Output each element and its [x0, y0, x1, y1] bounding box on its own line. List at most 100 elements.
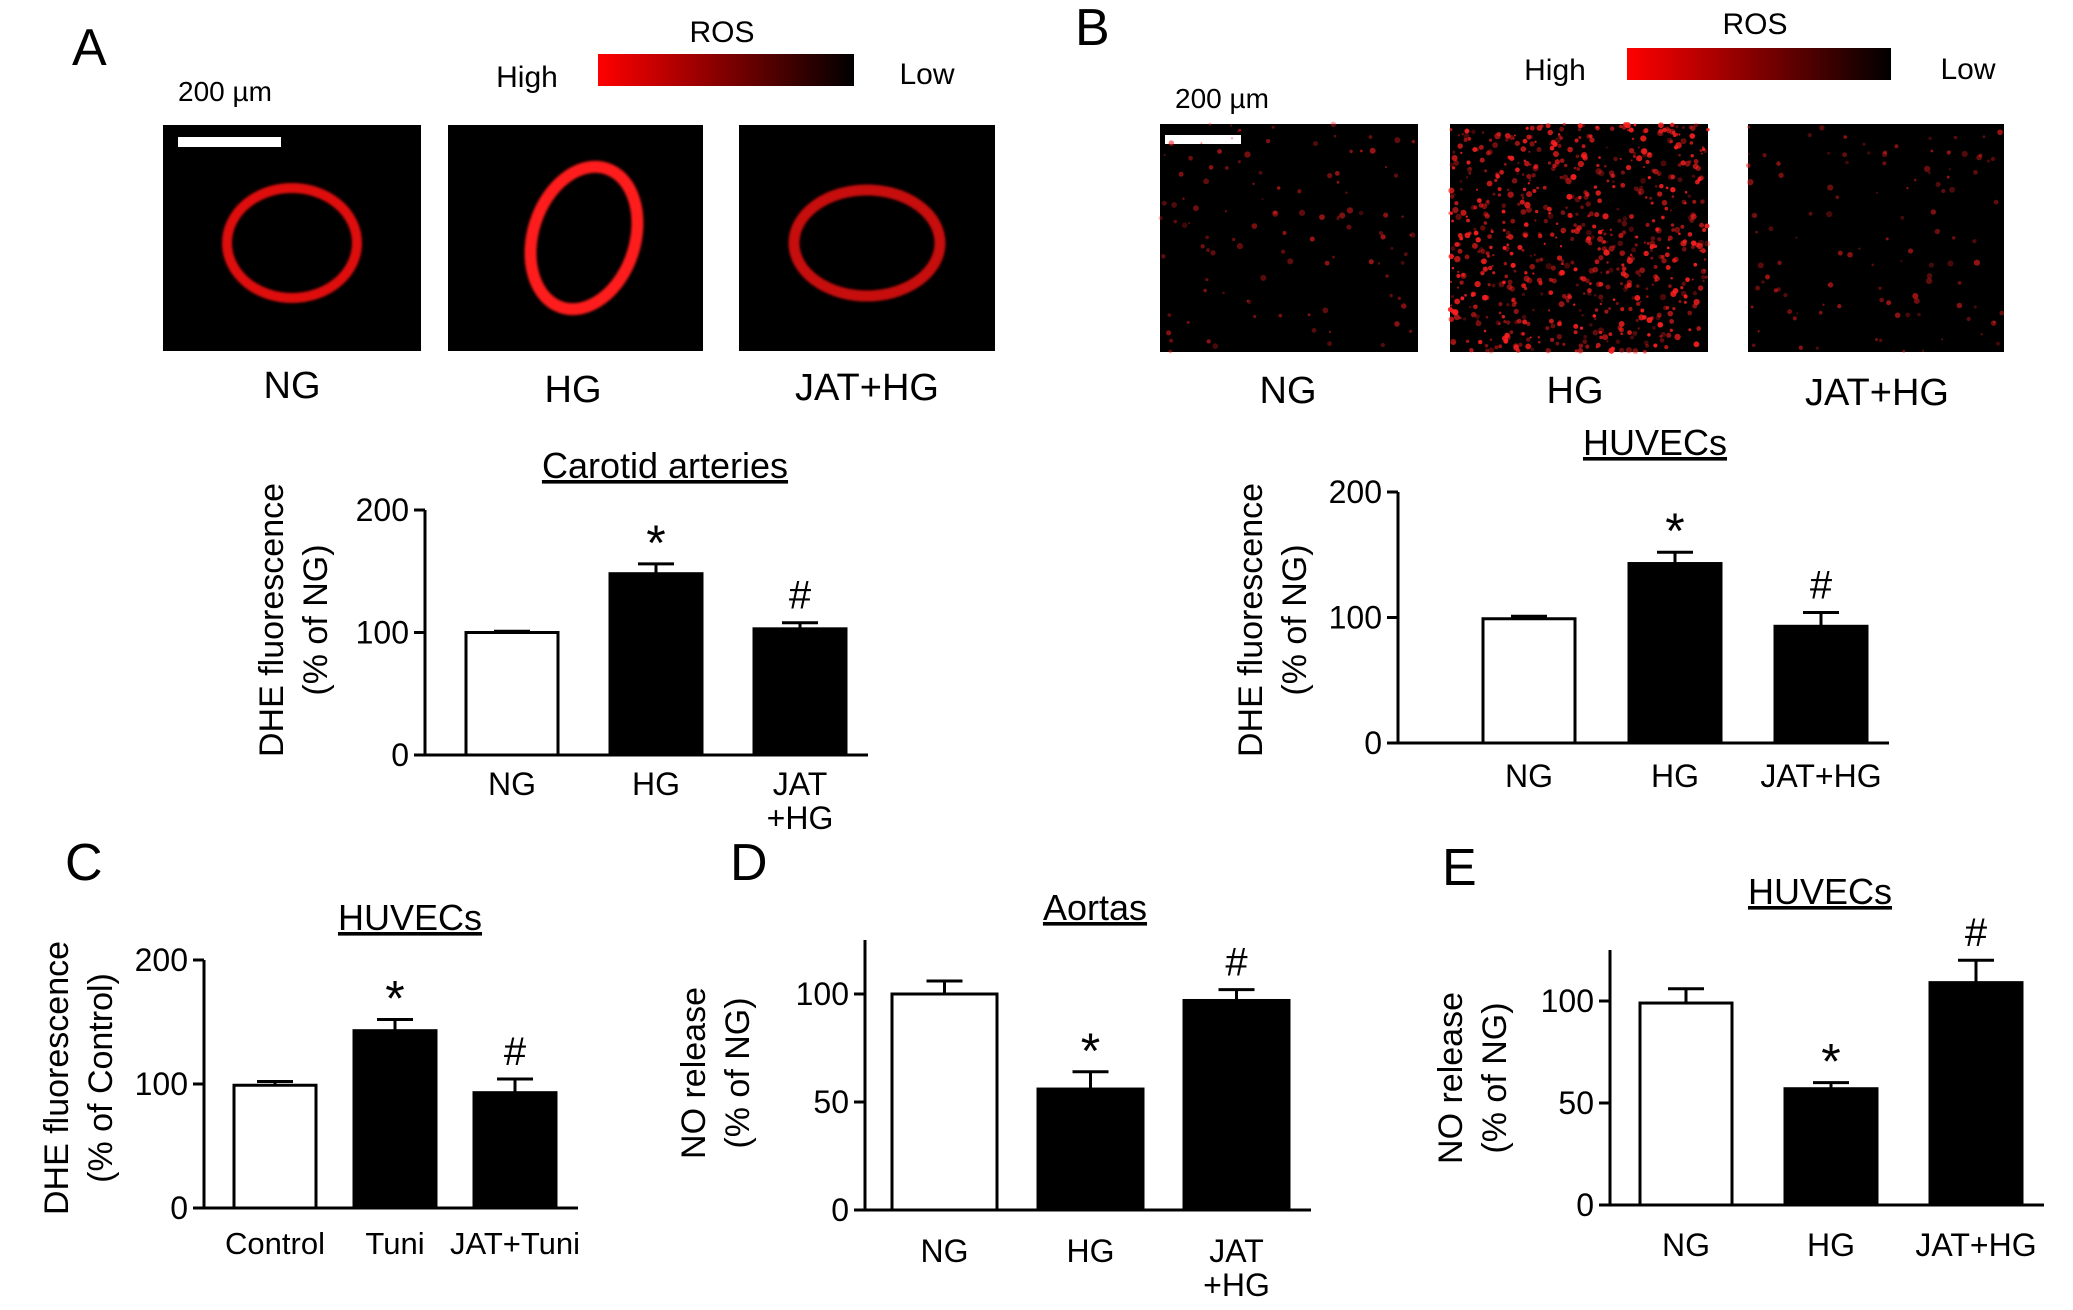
significance-star-e-1: * [1821, 1034, 1840, 1090]
significance-star-a-1: * [646, 515, 665, 571]
y-axis-label-a: DHE fluorescence (% of NG) [253, 483, 335, 757]
category-label-b-2: JAT+HG [1760, 758, 1881, 794]
image-label-a-ng: NG [264, 365, 321, 407]
y-tick-label-b-200: 200 [1329, 474, 1382, 510]
y-tick-label-e-0: 0 [1576, 1187, 1594, 1223]
ros-legend-title-b: ROS [1722, 8, 1787, 41]
y-tick-label-d-50: 50 [813, 1084, 849, 1120]
chart-title-c: HUVECs [338, 897, 482, 938]
panel-letter-b: B [1075, 0, 1110, 57]
image-label-b-ng: NG [1260, 370, 1317, 412]
category-label-b-0: NG [1505, 758, 1553, 794]
y-axis-label-c: DHE fluorescence (% of Control) [38, 941, 120, 1215]
bar-e-2 [1928, 981, 2024, 1207]
scale-bar-b [1165, 135, 1241, 144]
panel-letter-a: A [72, 19, 107, 77]
category-label-d-0: NG [921, 1233, 969, 1269]
y-axis-label-e: NO release (% of NG) [1432, 992, 1514, 1164]
micrograph-a-jat-hg [739, 125, 995, 351]
image-label-a-jat-hg: JAT+HG [795, 367, 939, 409]
bar-a-1 [608, 572, 704, 757]
ros-legend-low-a: Low [899, 58, 954, 91]
bar-d-1 [1036, 1087, 1145, 1212]
panel-letter-c: C [65, 834, 103, 892]
chart-a-carotid-dhe: Carotid arteries DHE fluorescence (% of NG… [253, 445, 868, 836]
chart-title-d: Aortas [1043, 887, 1147, 928]
y-tick-label-e-100: 100 [1541, 983, 1594, 1019]
ros-legend-a: ROS High Low [496, 16, 955, 94]
scale-bar-label-b: 200 µm [1175, 83, 1269, 114]
significance-hash-d-2: # [1225, 941, 1248, 985]
y-tick-label-c-100: 100 [135, 1066, 188, 1102]
significance-star-c-1: * [385, 971, 404, 1027]
y-tick-label-a-100: 100 [356, 615, 409, 651]
category-label-a-2: JAT +HG [767, 766, 834, 836]
significance-star-b-1: * [1665, 503, 1684, 559]
scale-bar-a [178, 137, 281, 147]
category-label-c-1: Tuni [365, 1226, 424, 1261]
category-label-c-2: JAT+Tuni [450, 1226, 580, 1261]
ros-gradient-bar-b [1627, 48, 1891, 80]
bar-d-0 [890, 992, 999, 1212]
scale-bar-label-a: 200 µm [178, 76, 272, 107]
chart-title-b: HUVECs [1583, 422, 1727, 463]
panel-letter-e: E [1442, 839, 1477, 897]
bar-b-0 [1481, 617, 1577, 745]
ros-gradient-bar-a [598, 54, 854, 86]
bar-c-2 [472, 1091, 558, 1210]
micrograph-b-jat-hg [1745, 124, 2005, 353]
y-tick-label-a-0: 0 [391, 737, 409, 773]
ros-legend-high-a: High [496, 61, 558, 94]
ros-legend-title-a: ROS [689, 16, 754, 49]
chart-d-aortas-no: Aortas NO release (% of NG) 0 50 100 NG * HG # JAT… [675, 887, 1311, 1303]
y-tick-label-c-200: 200 [135, 942, 188, 978]
y-tick-label-b-0: 0 [1364, 725, 1382, 761]
category-label-d-2: JAT +HG [1203, 1233, 1270, 1303]
chart-title-e: HUVECs [1748, 871, 1892, 912]
micrograph-b-hg [1447, 122, 1711, 354]
image-label-b-jat-hg: JAT+HG [1805, 372, 1949, 414]
category-label-e-0: NG [1662, 1227, 1710, 1263]
chart-e-huvecs-no: HUVECs NO release (% of NG) 0 50 100 NG * HG # JAT… [1432, 871, 2044, 1263]
chart-title-a: Carotid arteries [542, 445, 788, 486]
category-label-c-0: Control [225, 1226, 325, 1261]
y-tick-label-e-50: 50 [1558, 1085, 1594, 1121]
bar-e-0 [1638, 1001, 1734, 1207]
bar-b-2 [1773, 624, 1869, 745]
chart-c-huvecs-dhe-tuni: HUVECs DHE fluorescence (% of Control) 0 100… [38, 897, 580, 1261]
significance-hash-c-2: # [504, 1030, 527, 1074]
y-axis-label-b: DHE fluorescence (% of NG) [1232, 483, 1314, 757]
y-tick-label-d-100: 100 [796, 976, 849, 1012]
y-tick-label-d-0: 0 [831, 1192, 849, 1228]
category-label-e-2: JAT+HG [1915, 1227, 2036, 1263]
image-label-b-hg: HG [1547, 370, 1604, 412]
bar-c-1 [352, 1029, 438, 1210]
ros-legend-b: ROS High Low [1524, 8, 1996, 87]
category-label-b-1: HG [1651, 758, 1699, 794]
category-label-a-0: NG [488, 766, 536, 802]
ros-legend-low-b: Low [1940, 53, 1995, 86]
significance-hash-e-2: # [1965, 911, 1988, 955]
category-label-e-1: HG [1807, 1227, 1855, 1263]
chart-b-huvecs-dhe: HUVECs DHE fluorescence (% of NG) 0 100 200 NG… [1232, 422, 1889, 794]
y-tick-label-c-0: 0 [170, 1190, 188, 1226]
bar-a-2 [752, 627, 848, 757]
category-label-a-1: HG [632, 766, 680, 802]
y-tick-label-a-200: 200 [356, 492, 409, 528]
significance-hash-b-2: # [1810, 563, 1833, 607]
micrograph-a-hg [448, 125, 703, 351]
bar-e-1 [1783, 1087, 1879, 1207]
bar-c-0 [232, 1083, 318, 1210]
bar-b-1 [1627, 562, 1723, 745]
y-axis-label-d: NO release (% of NG) [675, 987, 757, 1159]
micrograph-a-ng [163, 125, 421, 351]
y-tick-label-b-100: 100 [1329, 600, 1382, 636]
category-label-d-1: HG [1067, 1233, 1115, 1269]
ros-legend-high-b: High [1524, 54, 1586, 87]
micrograph-b-ng [1158, 121, 1418, 354]
significance-hash-a-2: # [789, 574, 812, 618]
image-label-a-hg: HG [545, 369, 602, 411]
significance-star-d-1: * [1081, 1023, 1100, 1079]
panel-letter-d: D [730, 834, 768, 892]
